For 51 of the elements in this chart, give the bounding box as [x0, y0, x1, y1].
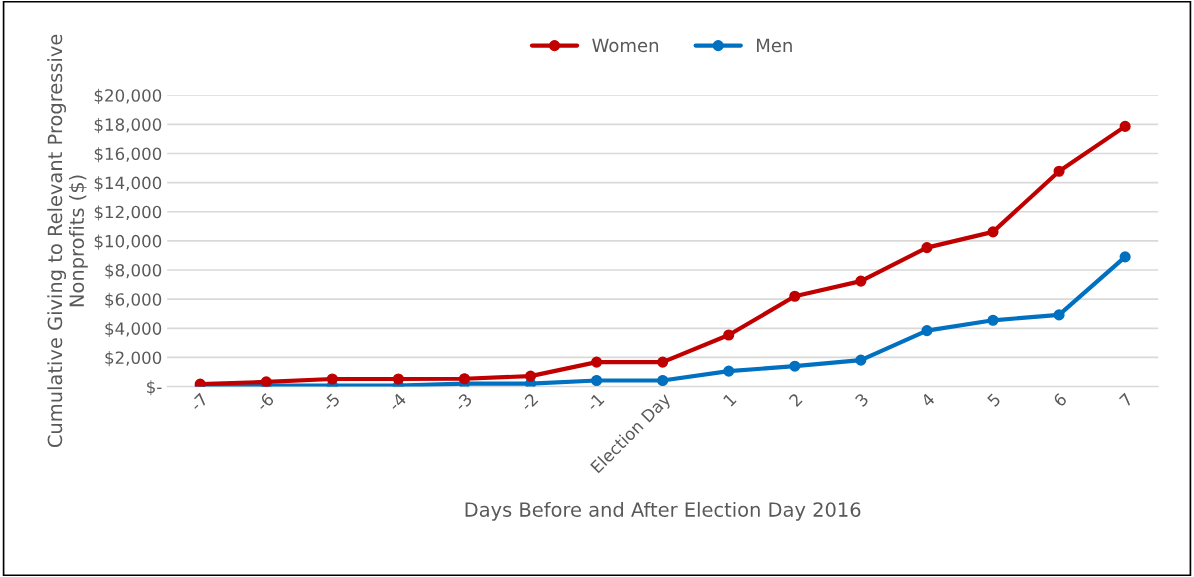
point	[524, 370, 537, 382]
legend-label: Men	[757, 38, 792, 53]
point	[987, 226, 999, 238]
x-tick-label: -4	[387, 392, 407, 412]
point	[921, 242, 933, 254]
x-tick-label: -1	[585, 392, 605, 412]
y-tick-label: $8,000	[105, 263, 162, 279]
y-tick-label: $6,000	[105, 292, 162, 308]
legend-label: Women	[592, 38, 659, 53]
point	[987, 314, 999, 326]
x-tick-label: 1	[722, 392, 737, 407]
x-tick-label: 3	[854, 392, 870, 408]
point	[657, 374, 669, 387]
x-tick-label: 5	[986, 392, 1002, 408]
x-tick-label: -7	[189, 392, 209, 412]
point	[789, 290, 801, 302]
y-tick-label: $2,000	[105, 351, 162, 367]
point	[1053, 165, 1065, 177]
point	[921, 325, 933, 337]
point	[723, 329, 735, 341]
x-tick-label: -2	[519, 392, 539, 412]
y-tick-label: $12,000	[94, 205, 162, 221]
y-tick-label: $4,000	[105, 321, 162, 338]
point	[392, 373, 404, 385]
x-axis-title: Days Before and After Election Day 2016	[465, 501, 861, 521]
x-tick-label: -6	[255, 392, 275, 412]
y-tick-label: $16,000	[94, 147, 162, 163]
x-tick-label: 4	[920, 392, 936, 408]
point	[591, 356, 603, 368]
x-tick-label: 2	[788, 392, 803, 408]
point	[458, 373, 471, 385]
point	[855, 354, 867, 366]
x-tick-label: 7	[1118, 392, 1134, 407]
point	[789, 360, 801, 372]
point	[855, 275, 867, 287]
point	[723, 365, 735, 377]
y-tick-label: $-	[147, 380, 162, 396]
y-tick-label: $18,000	[94, 118, 162, 134]
y-axis-title: Cumulative Giving to Relevant Progressive Nonprofits ($)	[47, 34, 88, 448]
point	[326, 373, 338, 385]
x-tick-label: -5	[321, 392, 341, 412]
point	[1053, 309, 1065, 321]
y-tick-label: $14,000	[94, 176, 162, 192]
y-tick-label: $10,000	[94, 234, 162, 250]
x-tick-label: 6	[1052, 392, 1068, 408]
point	[591, 374, 603, 387]
y-tick-label: $20,000	[94, 88, 162, 104]
point	[1119, 120, 1131, 132]
point	[1119, 251, 1131, 263]
point	[657, 356, 669, 368]
x-tick-label: -3	[453, 392, 473, 412]
